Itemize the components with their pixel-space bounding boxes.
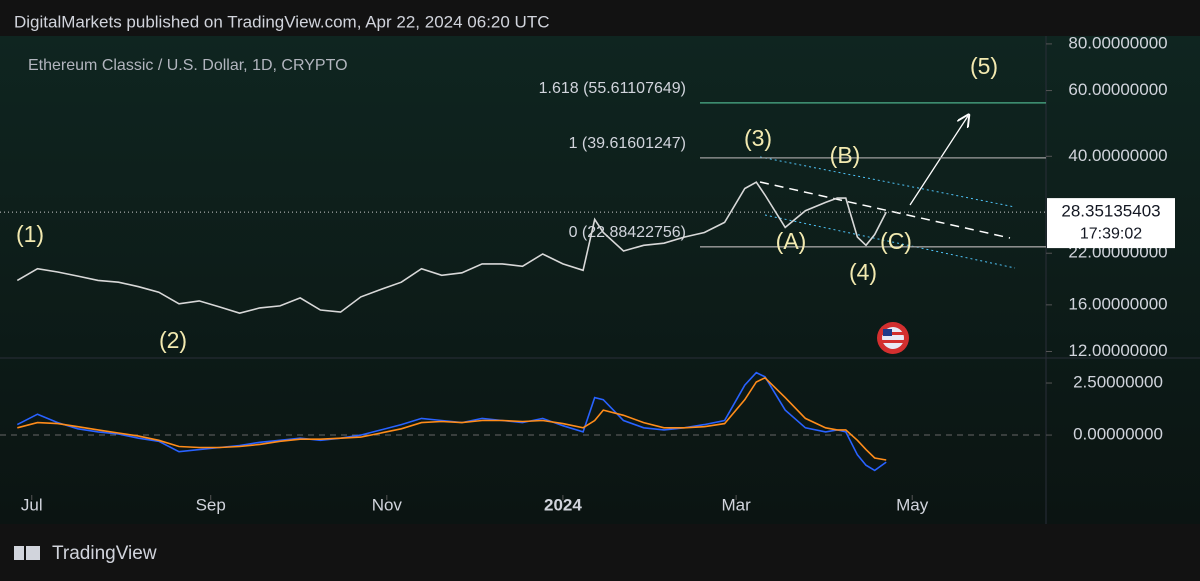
countdown: 17:39:02 bbox=[1080, 225, 1142, 242]
wave-label: (5) bbox=[970, 53, 998, 79]
y-tick-label: 12.00000000 bbox=[1068, 341, 1167, 360]
flag-icon bbox=[877, 322, 909, 354]
series-line bbox=[16, 181, 887, 315]
last-price-label: 28.35135403 bbox=[1061, 202, 1160, 221]
wave-label: (C) bbox=[880, 228, 912, 254]
symbol-title: Ethereum Classic / U.S. Dollar, 1D, CRYP… bbox=[28, 57, 348, 74]
brand-logo bbox=[14, 546, 40, 560]
publisher-line: DigitalMarkets published on TradingView.… bbox=[14, 12, 549, 31]
series-line bbox=[17, 376, 887, 461]
y-tick-label: 60.00000000 bbox=[1068, 80, 1167, 99]
x-tick-label: Nov bbox=[372, 495, 403, 514]
fib-label: 1.618 (55.61107649) bbox=[539, 80, 686, 97]
wave-label: (A) bbox=[776, 228, 807, 254]
wave-label: (3) bbox=[744, 125, 772, 151]
wave-label: (2) bbox=[159, 327, 187, 353]
price-badge bbox=[1047, 198, 1175, 249]
channel-line bbox=[759, 156, 1016, 208]
x-tick-label: May bbox=[896, 495, 929, 514]
y-tick-label: 16.00000000 bbox=[1068, 294, 1167, 313]
trendline bbox=[759, 181, 1011, 239]
y-tick-label: 80.00000000 bbox=[1068, 33, 1167, 52]
brand: TradingView bbox=[52, 543, 157, 564]
x-tick-label: 2024 bbox=[544, 495, 582, 514]
wave-label: (1) bbox=[16, 221, 44, 247]
chart-area bbox=[0, 36, 1200, 524]
x-tick-label: Mar bbox=[721, 495, 751, 514]
x-tick-label: Sep bbox=[196, 495, 226, 514]
y-tick-label: 40.00000000 bbox=[1068, 146, 1167, 165]
wave-label: (B) bbox=[830, 142, 861, 168]
wave-label: (4) bbox=[849, 259, 877, 285]
fib-label: 0 (22.88422756) bbox=[569, 224, 686, 241]
arrow bbox=[909, 116, 968, 206]
x-tick-label: Jul bbox=[21, 495, 43, 514]
y-tick-label: 0.00000000 bbox=[1073, 425, 1163, 444]
y-tick-label: 2.50000000 bbox=[1073, 373, 1163, 392]
fib-label: 1 (39.61601247) bbox=[569, 135, 686, 152]
